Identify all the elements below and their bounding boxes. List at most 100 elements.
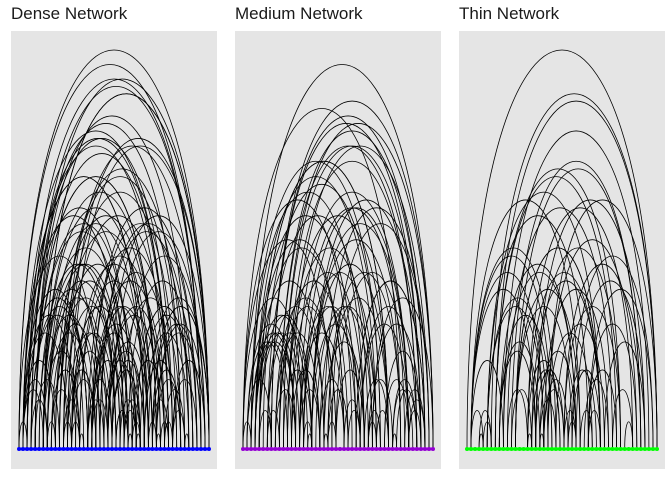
node-point [537, 447, 542, 451]
node-point [97, 447, 102, 451]
node-point [154, 447, 159, 451]
edge-arc [87, 379, 113, 450]
node-point [501, 447, 506, 451]
edge-arc [299, 207, 406, 450]
edge-arc [486, 297, 549, 450]
node-point [558, 447, 562, 451]
edge-arc [327, 389, 349, 450]
edge-arc [258, 160, 389, 450]
edge-arc [515, 306, 573, 450]
edge-arc [38, 289, 105, 450]
node-point [305, 447, 310, 451]
node-point [533, 447, 538, 451]
edge-arc [22, 289, 89, 450]
node-point [178, 447, 183, 451]
edge-arc [539, 433, 545, 450]
node-point [338, 447, 342, 451]
node-point [642, 447, 647, 451]
edge-arc [127, 280, 198, 450]
node-point [21, 447, 25, 451]
edge-arc [287, 215, 389, 450]
edge-arc [34, 115, 190, 450]
edge-arc [527, 207, 634, 450]
arcs-group [18, 49, 210, 450]
node-point [431, 447, 435, 451]
node-point [570, 447, 575, 451]
node-point [190, 447, 195, 451]
edge-arc [303, 306, 361, 450]
edge-arc [494, 176, 617, 450]
node-point [329, 447, 334, 451]
node-point [118, 447, 123, 451]
edge-arc [30, 399, 48, 450]
edge-arc [71, 306, 129, 450]
edge-arc [612, 389, 634, 450]
node-point [602, 447, 607, 451]
edge-arc [507, 207, 613, 450]
edge-arc [327, 272, 402, 450]
node-point [41, 447, 46, 451]
edge-arc [515, 247, 601, 450]
node-point [89, 447, 94, 451]
node-point [610, 447, 615, 451]
edge-arc [511, 160, 642, 450]
node-point [61, 447, 66, 451]
node-point [566, 447, 571, 451]
edge-arc [604, 341, 646, 450]
node-point [281, 447, 286, 451]
edge-arc [79, 255, 161, 450]
node-point [293, 447, 298, 451]
node-point [358, 447, 363, 451]
dense-network-panel: Dense Network [11, 0, 217, 480]
edge-arc [242, 108, 402, 450]
edge-arc [547, 239, 638, 450]
node-point [317, 447, 322, 451]
node-point [289, 447, 294, 451]
node-point [406, 447, 411, 451]
node-point [469, 447, 473, 451]
node-point [427, 447, 431, 451]
node-point [313, 447, 318, 451]
edge-arc [266, 332, 313, 450]
edge-arc [164, 389, 186, 450]
edge-arc [131, 360, 165, 450]
node-point [134, 447, 139, 451]
node-point [49, 447, 54, 451]
node-point [598, 447, 603, 451]
arc-diagram [17, 49, 211, 451]
node-point [69, 447, 74, 451]
edge-arc [250, 160, 381, 450]
node-point [386, 447, 391, 451]
node-point [269, 447, 274, 451]
node-point [525, 447, 530, 451]
edge-arc [30, 138, 173, 450]
edge-arc [135, 433, 141, 450]
node-point [301, 447, 306, 451]
edge-arc [38, 263, 117, 450]
edge-arc [367, 379, 393, 450]
node-point [174, 447, 179, 451]
edge-arc [555, 323, 605, 450]
edge-arc [579, 410, 593, 450]
edge-arc [42, 263, 121, 450]
edge-arc [363, 379, 389, 450]
node-point [273, 447, 278, 451]
node-point [186, 447, 191, 451]
node-point [630, 447, 635, 451]
node-point [57, 447, 62, 451]
arcs-group [466, 49, 658, 450]
edge-arc [91, 360, 125, 450]
edge-arc [55, 215, 157, 450]
panel-title: Dense Network [11, 4, 128, 23]
edge-arc [26, 207, 133, 450]
edge-arc [543, 289, 609, 450]
node-point [394, 447, 399, 451]
edge-arc [503, 130, 650, 450]
edge-arc [575, 280, 646, 450]
edge-arc [242, 239, 333, 450]
edge-arc [486, 215, 589, 450]
edge-arc [274, 389, 296, 450]
node-point [297, 447, 302, 451]
edge-arc [283, 123, 434, 450]
edge-arc [79, 433, 85, 450]
